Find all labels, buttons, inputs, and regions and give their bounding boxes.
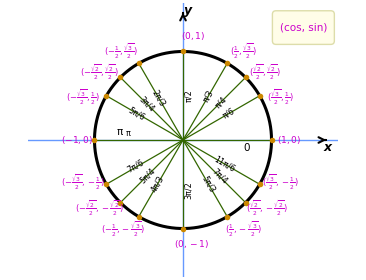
Text: π: π xyxy=(116,127,122,137)
Text: 11π/6: 11π/6 xyxy=(212,154,236,173)
Text: π/2: π/2 xyxy=(184,89,193,102)
Text: 5π/6: 5π/6 xyxy=(127,105,147,122)
Text: 0: 0 xyxy=(243,143,250,153)
Text: x: x xyxy=(323,141,331,155)
Text: 3π/2: 3π/2 xyxy=(184,181,193,199)
Text: $(\frac{\sqrt{2}}{2}, \frac{\sqrt{2}}{2})$: $(\frac{\sqrt{2}}{2}, \frac{\sqrt{2}}{2}… xyxy=(249,62,281,82)
Text: π/6: π/6 xyxy=(221,106,237,120)
Text: $(1, 0)$: $(1, 0)$ xyxy=(277,134,301,146)
Text: 5π/4: 5π/4 xyxy=(138,166,157,185)
FancyBboxPatch shape xyxy=(272,11,335,45)
Text: 4π/3: 4π/3 xyxy=(149,174,166,193)
Text: $(\frac{\sqrt{3}}{2}, -\frac{1}{2})$: $(\frac{\sqrt{3}}{2}, -\frac{1}{2})$ xyxy=(262,173,299,192)
Text: π/3: π/3 xyxy=(202,88,216,103)
Text: $(-1, 0)$: $(-1, 0)$ xyxy=(61,134,93,146)
Text: y: y xyxy=(184,4,193,17)
Text: 3π/4: 3π/4 xyxy=(137,94,156,113)
Text: 7π/6: 7π/6 xyxy=(126,157,146,174)
Text: $(\frac{\sqrt{3}}{2}, \frac{1}{2})$: $(\frac{\sqrt{3}}{2}, \frac{1}{2})$ xyxy=(268,88,294,107)
Text: π/4: π/4 xyxy=(213,95,228,110)
Text: $(\frac{1}{2}, -\frac{\sqrt{3}}{2})$: $(\frac{1}{2}, -\frac{\sqrt{3}}{2})$ xyxy=(225,219,262,239)
Text: $(-\frac{\sqrt{3}}{2}, -\frac{1}{2})$: $(-\frac{\sqrt{3}}{2}, -\frac{1}{2})$ xyxy=(61,173,105,192)
Text: 5π/3: 5π/3 xyxy=(200,174,217,194)
Text: (cos, sin): (cos, sin) xyxy=(280,23,327,32)
Text: $(\frac{\sqrt{2}}{2}, -\frac{\sqrt{2}}{2})$: $(\frac{\sqrt{2}}{2}, -\frac{\sqrt{2}}{2… xyxy=(246,199,288,218)
Text: $(-\frac{\sqrt{2}}{2}, -\frac{\sqrt{2}}{2})$: $(-\frac{\sqrt{2}}{2}, -\frac{\sqrt{2}}{… xyxy=(75,198,124,218)
Text: $(0, -1)$: $(0, -1)$ xyxy=(174,237,209,249)
Text: $(-\frac{1}{2}, \frac{\sqrt{3}}{2})$: $(-\frac{1}{2}, \frac{\sqrt{3}}{2})$ xyxy=(104,41,138,61)
Text: $(-\frac{\sqrt{3}}{2}, \frac{1}{2})$: $(-\frac{\sqrt{3}}{2}, \frac{1}{2})$ xyxy=(66,88,100,107)
Text: $(0, 1)$: $(0, 1)$ xyxy=(182,31,206,43)
Text: 7π/4: 7π/4 xyxy=(210,167,229,186)
Text: π: π xyxy=(126,129,131,138)
Text: 2π/3: 2π/3 xyxy=(150,88,167,108)
Text: $(-\frac{1}{2}, -\frac{\sqrt{3}}{2})$: $(-\frac{1}{2}, -\frac{\sqrt{3}}{2})$ xyxy=(101,219,145,239)
Text: $(-\frac{\sqrt{2}}{2}, \frac{\sqrt{2}}{2})$: $(-\frac{\sqrt{2}}{2}, \frac{\sqrt{2}}{2… xyxy=(80,62,119,82)
Text: $(\frac{1}{2}, \frac{\sqrt{3}}{2})$: $(\frac{1}{2}, \frac{\sqrt{3}}{2})$ xyxy=(230,41,257,61)
